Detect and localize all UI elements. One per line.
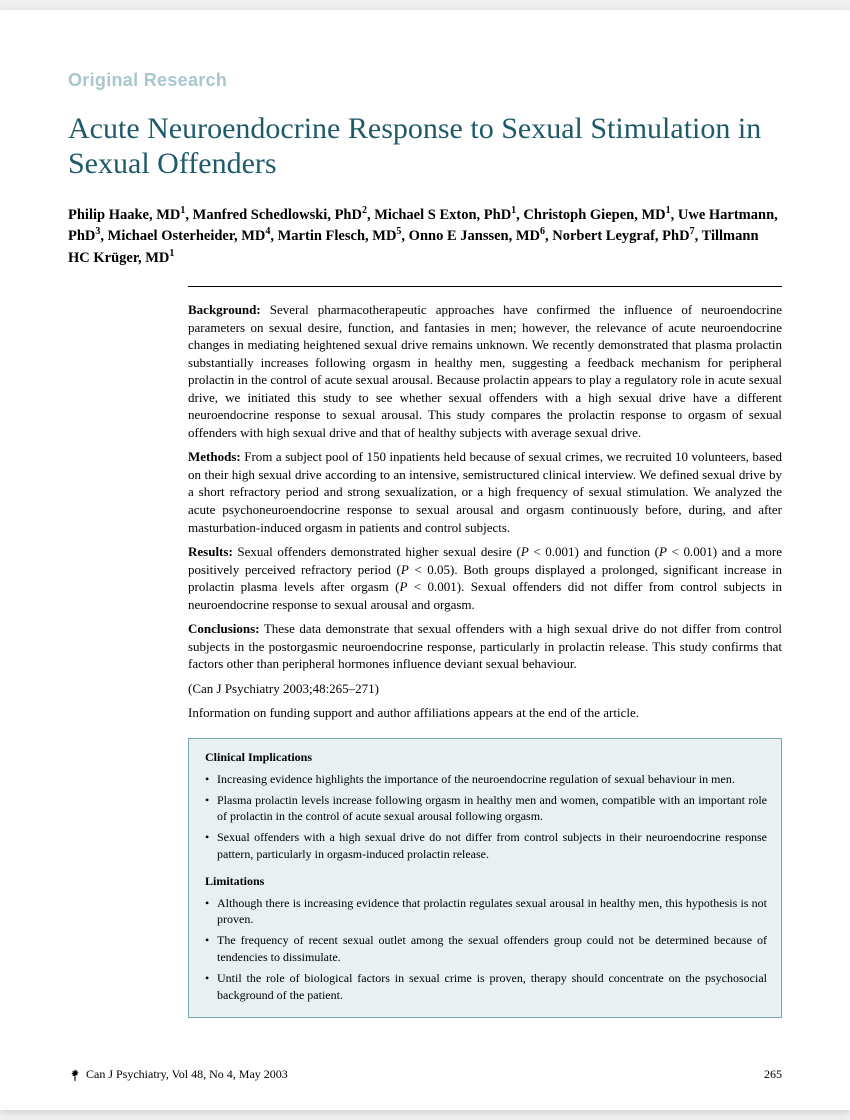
limitations-heading: Limitations xyxy=(205,873,767,890)
abstract-background: Background: Several pharmacotherapeutic … xyxy=(188,301,782,441)
divider-rule xyxy=(188,286,782,287)
limitations-item: The frequency of recent sexual outlet am… xyxy=(205,932,767,966)
author-list: Philip Haake, MD1, Manfred Schedlowski, … xyxy=(68,204,782,268)
conclusions-text: These data demonstrate that sexual offen… xyxy=(188,621,782,671)
background-label: Background: xyxy=(188,302,261,317)
footer-left: Can J Psychiatry, Vol 48, No 4, May 2003 xyxy=(68,1067,288,1082)
abstract-methods: Methods: From a subject pool of 150 inpa… xyxy=(188,448,782,536)
results-text: Sexual offenders demonstrated higher sex… xyxy=(188,544,782,612)
implications-item: Plasma prolactin levels increase followi… xyxy=(205,792,767,826)
abstract-conclusions: Conclusions: These data demonstrate that… xyxy=(188,620,782,673)
implications-heading: Clinical Implications xyxy=(205,749,767,766)
footer-journal: Can J Psychiatry, Vol 48, No 4, May 2003 xyxy=(86,1067,288,1082)
abstract-results: Results: Sexual offenders demonstrated h… xyxy=(188,543,782,613)
limitations-item: Until the role of biological factors in … xyxy=(205,970,767,1004)
section-label: Original Research xyxy=(68,70,782,91)
page-footer: Can J Psychiatry, Vol 48, No 4, May 2003… xyxy=(68,1067,782,1082)
citation-line: (Can J Psychiatry 2003;48:265–271) xyxy=(188,680,782,698)
results-label: Results: xyxy=(188,544,233,559)
methods-text: From a subject pool of 150 inpatients he… xyxy=(188,449,782,534)
implications-box: Clinical Implications Increasing evidenc… xyxy=(188,738,782,1018)
journal-page: Original Research Acute Neuroendocrine R… xyxy=(0,10,850,1110)
implications-list: Increasing evidence highlights the impor… xyxy=(205,771,767,863)
limitations-list: Although there is increasing evidence th… xyxy=(205,895,767,1004)
maple-leaf-icon xyxy=(68,1068,82,1082)
background-text: Several pharmacotherapeutic approaches h… xyxy=(188,302,782,440)
article-title: Acute Neuroendocrine Response to Sexual … xyxy=(68,111,782,182)
funding-note: Information on funding support and autho… xyxy=(188,704,782,722)
implications-item: Increasing evidence highlights the impor… xyxy=(205,771,767,788)
footer-page-number: 265 xyxy=(764,1067,782,1082)
limitations-item: Although there is increasing evidence th… xyxy=(205,895,767,929)
abstract-block: Background: Several pharmacotherapeutic … xyxy=(188,301,782,722)
implications-item: Sexual offenders with a high sexual driv… xyxy=(205,829,767,863)
methods-label: Methods: xyxy=(188,449,241,464)
conclusions-label: Conclusions: xyxy=(188,621,260,636)
